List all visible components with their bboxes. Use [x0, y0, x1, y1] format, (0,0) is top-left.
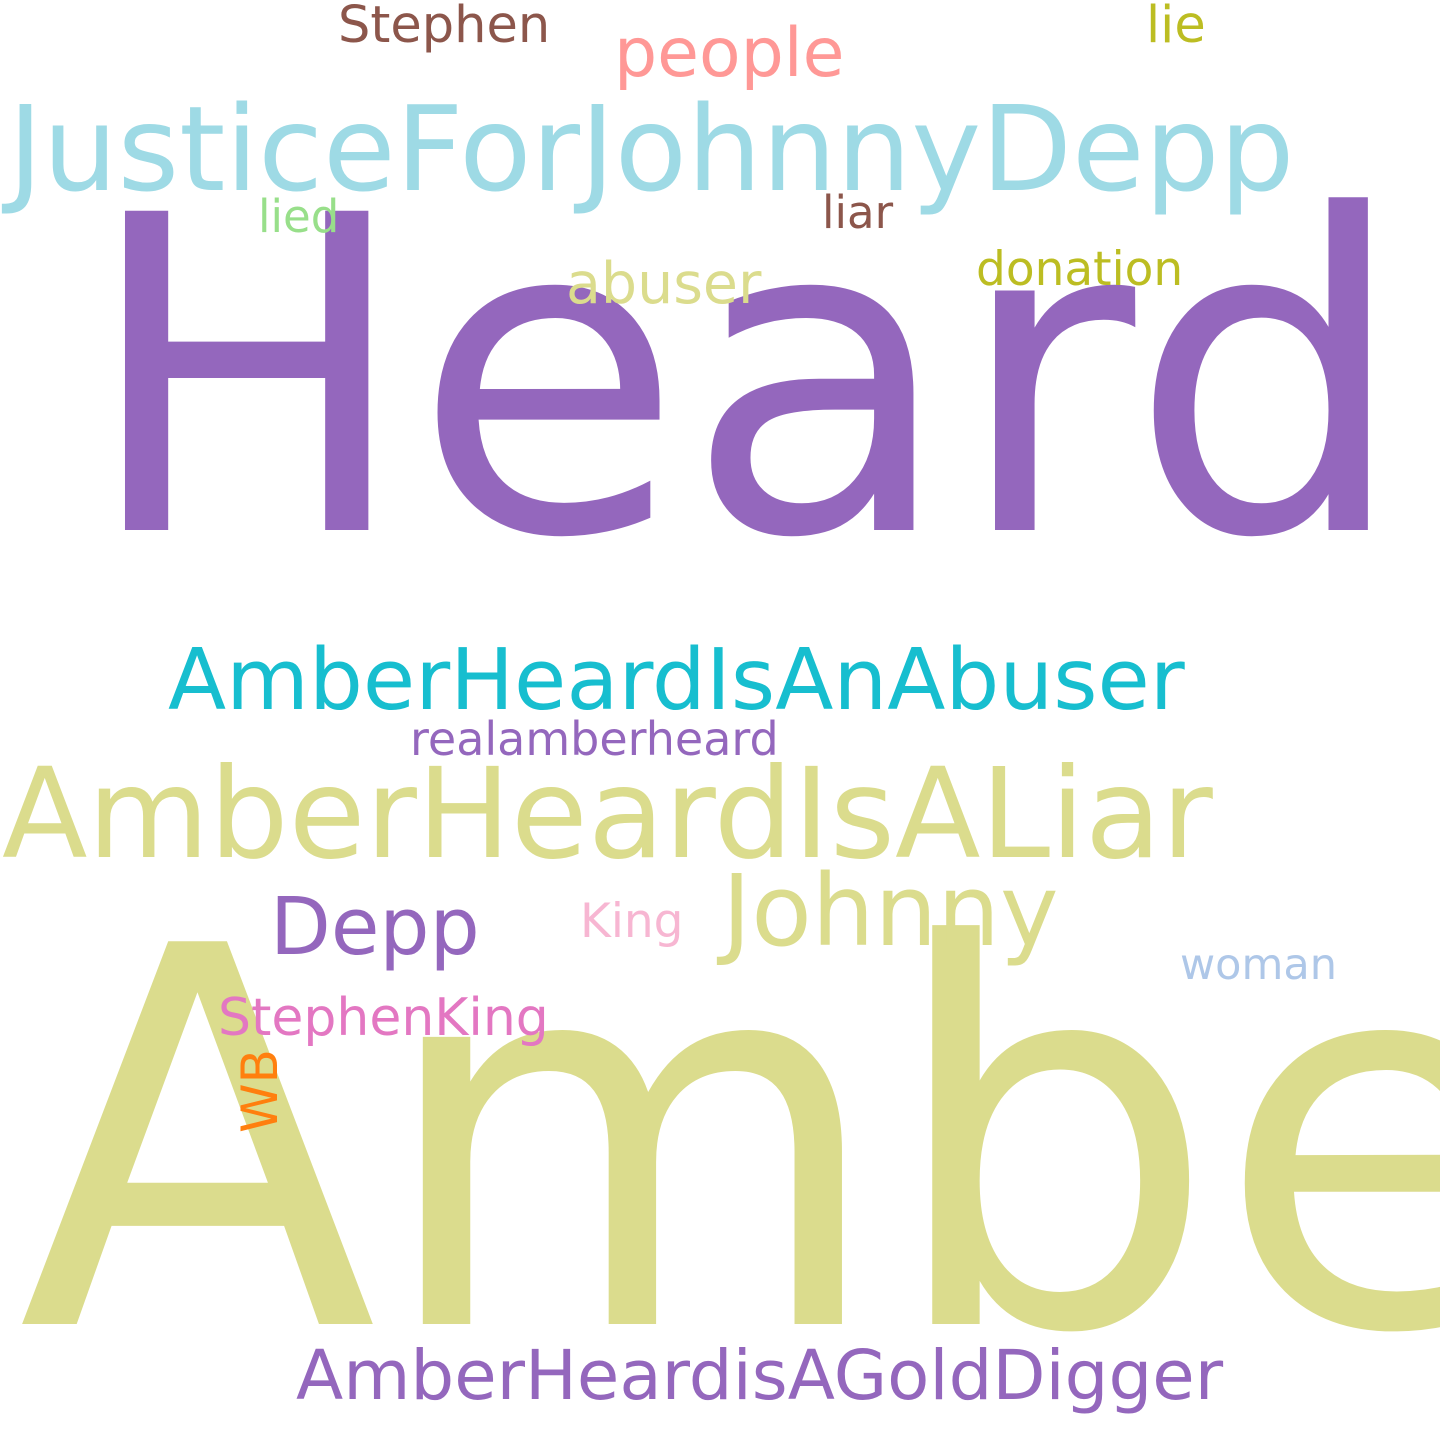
word-realamberheard: realamberheard — [410, 712, 779, 766]
word-amberheardisanabuser: AmberHeardIsAnAbuser — [168, 631, 1185, 730]
word-johnny: Johnny — [722, 854, 1059, 969]
word-lie: lie — [1146, 0, 1206, 55]
word-amberheardisaliar: AmberHeardIsALiar — [2, 742, 1213, 887]
word-wb: WB — [230, 1049, 289, 1133]
word-abuser: abuser — [566, 251, 762, 317]
word-liar: liar — [822, 186, 894, 239]
word-lied: lied — [258, 190, 340, 243]
word-donation: donation — [976, 242, 1184, 297]
word-king: King — [580, 894, 684, 949]
word-people: people — [614, 14, 845, 93]
word-amberheardisagolddigger: AmberHeardisAGoldDigger — [296, 1336, 1224, 1416]
word-stephenking: StephenKing — [218, 988, 549, 1048]
word-woman: woman — [1180, 940, 1337, 990]
word-stephen: Stephen — [338, 0, 551, 55]
word-justiceforjohnnydepp: JusticeForJohnnyDepp — [8, 80, 1295, 218]
word-amber: Amber — [18, 837, 1440, 1448]
word-heard: Heard — [82, 124, 1410, 634]
word-depp: Depp — [270, 881, 480, 973]
